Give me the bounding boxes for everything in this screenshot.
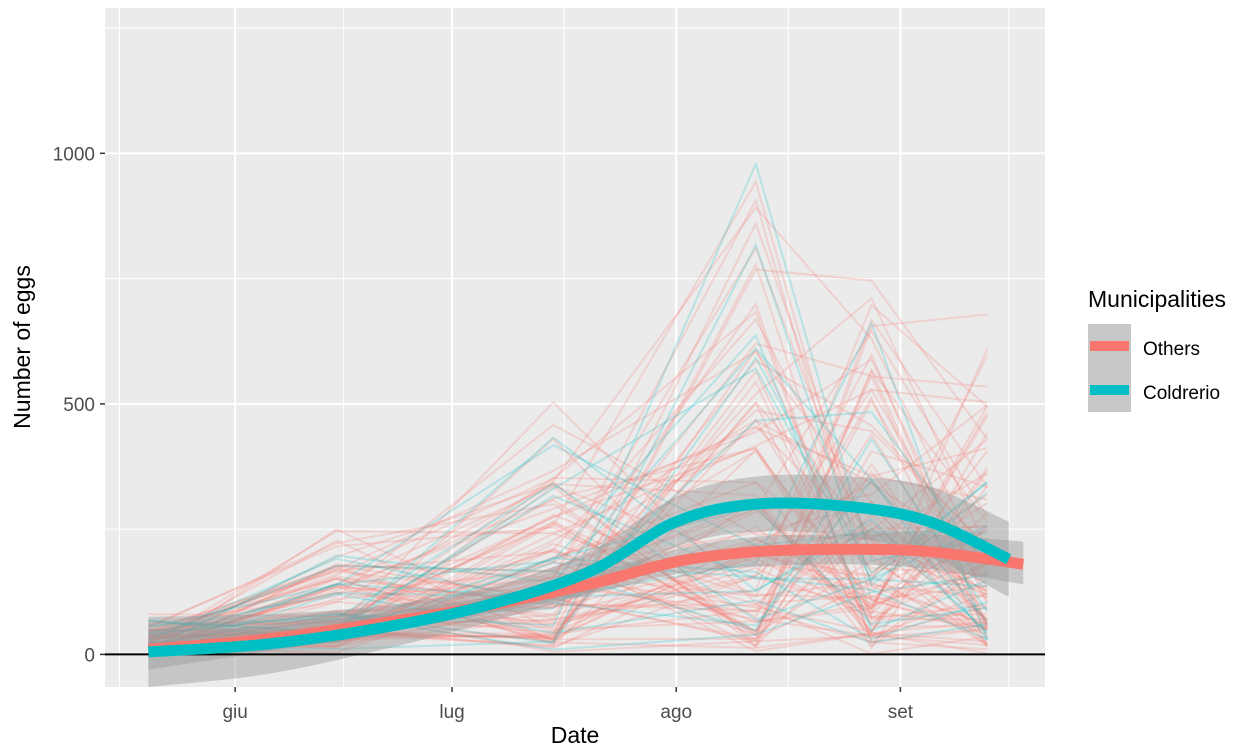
raw-line-others-63 (148, 555, 988, 646)
raw-line-others-57 (148, 500, 988, 646)
legend: Municipalities Others Coldrerio (1088, 286, 1226, 412)
raw-line-others-41 (148, 592, 988, 653)
raw-line-others-26 (148, 404, 988, 632)
raw-line-others-88 (147, 528, 988, 654)
raw-line-others-69 (148, 197, 988, 642)
y-tick-label-2: 1000 (53, 144, 95, 165)
raw-line-others-2 (148, 521, 988, 654)
raw-line-coldrerio-7 (148, 333, 988, 632)
raw-line-others-58 (148, 350, 988, 639)
raw-line-others-1 (148, 296, 989, 654)
raw-line-coldrerio-15 (148, 242, 988, 652)
raw-line-others-56 (148, 261, 988, 646)
raw-line-coldrerio-18 (147, 347, 989, 651)
raw-line-others-3 (148, 502, 988, 646)
raw-line-others-9 (148, 415, 989, 652)
raw-line-others-25 (147, 245, 988, 656)
x-tick-label-0: giu (222, 702, 247, 723)
raw-line-others-32 (148, 426, 988, 649)
legend-label-others: Others (1143, 339, 1200, 360)
raw-line-others-39 (148, 446, 988, 650)
raw-line-others-87 (148, 567, 988, 634)
raw-line-others-51 (148, 550, 988, 655)
x-axis-title: Date (551, 722, 600, 748)
x-axis: giu lug ago set (222, 687, 914, 723)
raw-line-others-61 (148, 317, 988, 645)
raw-line-others-14 (148, 542, 988, 655)
raw-line-others-34 (147, 449, 988, 655)
raw-line-others-21 (148, 357, 989, 642)
raw-line-coldrerio-19 (148, 356, 988, 644)
x-tick-label-2: ago (660, 702, 692, 723)
raw-line-others-36 (148, 567, 988, 641)
grid-minor (105, 8, 1045, 687)
raw-line-coldrerio-10 (148, 320, 989, 651)
raw-line-others-27 (148, 342, 989, 639)
x-tick-label-1: lug (439, 702, 464, 723)
y-tick-label-1: 500 (63, 395, 95, 416)
raw-line-others-73 (148, 528, 988, 631)
raw-line-others-55 (148, 179, 988, 649)
raw-line-others-18 (147, 432, 989, 650)
legend-label-coldrerio: Coldrerio (1143, 383, 1220, 404)
raw-line-coldrerio-12 (148, 478, 988, 641)
y-axis-title: Number of eggs (9, 265, 35, 429)
raw-line-others-4 (148, 504, 988, 642)
curve-coldrerio (148, 497, 1012, 658)
raw-line-others-71 (148, 310, 988, 651)
raw-line-others-62 (148, 418, 988, 655)
y-axis: 0 500 1000 (53, 144, 105, 666)
grid-major (105, 8, 1045, 687)
raw-line-coldrerio-4 (148, 411, 988, 627)
raw-line-others-50 (148, 485, 988, 655)
raw-line-others-12 (148, 582, 988, 655)
raw-line-coldrerio-16 (148, 574, 988, 651)
raw-line-others-70 (148, 387, 989, 643)
raw-line-others-42 (148, 328, 989, 633)
raw-line-coldrerio-0 (148, 443, 988, 645)
raw-line-coldrerio-9 (148, 593, 988, 654)
smoothed-curves (147, 497, 1025, 658)
legend-title: Municipalities (1088, 286, 1226, 312)
raw-line-others-86 (148, 268, 989, 646)
raw-line-others-52 (148, 525, 988, 633)
raw-line-others-66 (148, 512, 988, 640)
x-tick-label-3: set (888, 702, 914, 723)
raw-line-coldrerio-17 (148, 482, 988, 650)
raw-line-others-77 (148, 302, 988, 644)
raw-line-others-15 (148, 423, 988, 626)
raw-line-others-29 (148, 447, 988, 646)
y-tick-label-0: 0 (84, 645, 95, 666)
raw-line-coldrerio-3 (148, 160, 988, 635)
raw-line-others-85 (148, 481, 988, 651)
raw-line-others-60 (148, 537, 988, 656)
raw-line-coldrerio-14 (148, 518, 988, 634)
raw-line-others-82 (148, 502, 988, 648)
raw-line-coldrerio-2 (148, 437, 989, 642)
raw-line-others-78 (148, 401, 989, 655)
raw-line-others-68 (148, 462, 989, 647)
